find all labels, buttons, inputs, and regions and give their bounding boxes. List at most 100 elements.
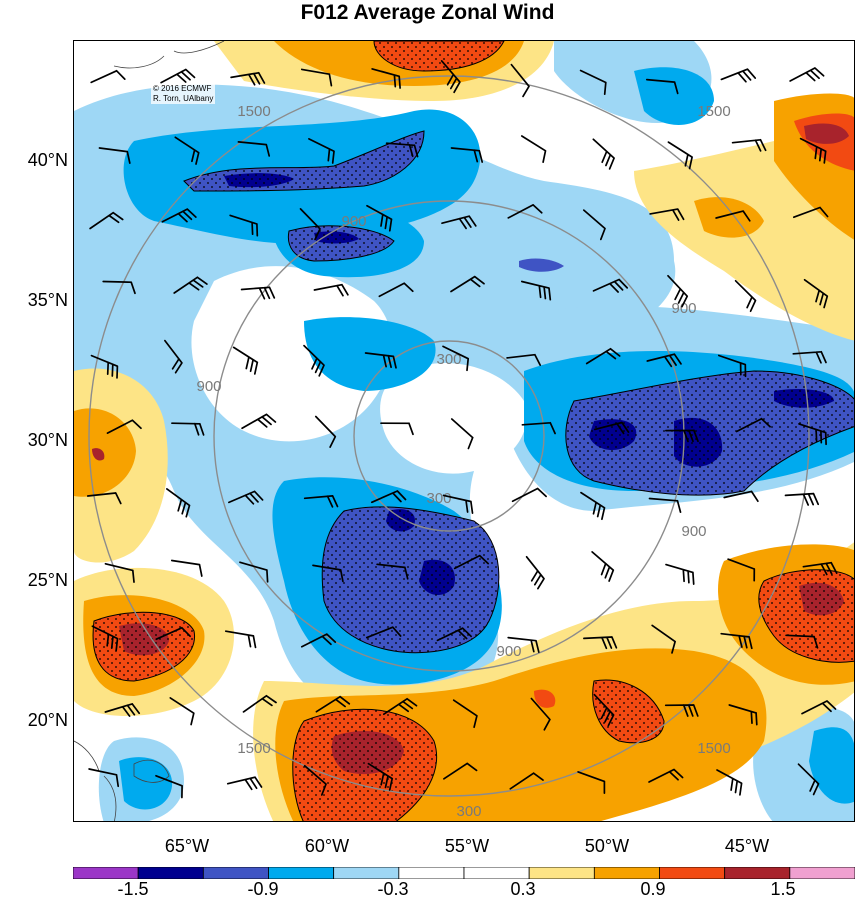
ring-label: 300 [426, 490, 451, 507]
wind-barb [803, 278, 829, 309]
wind-barb [509, 772, 544, 790]
wind-barb [239, 561, 269, 583]
colorbar-swatch [202, 867, 269, 879]
colorbar-swatch [593, 867, 660, 879]
wind-barb [376, 563, 409, 580]
ring-label: 900 [671, 300, 696, 317]
lon-label: 60°W [304, 836, 350, 856]
wind-barb [166, 488, 191, 518]
wind-barb [792, 350, 827, 364]
wind-barb [315, 695, 351, 713]
wind-barb [313, 283, 349, 297]
wind-barb [164, 339, 183, 374]
wind-barb [716, 769, 743, 796]
wind-barb [104, 703, 141, 717]
wind-barb [667, 141, 693, 170]
wind-barb [370, 490, 407, 504]
wind-barb [507, 204, 543, 219]
colorbar-swatch [463, 867, 530, 879]
map-title: F012 Average Zonal Wind [300, 1, 555, 24]
wind-barb [308, 138, 335, 164]
map-panel: 1500 1500 1500 1500 900 900 900 900 900 … [73, 40, 855, 822]
credit-line-1: © 2016 ECMWF [153, 84, 212, 93]
ring-label: 1500 [697, 740, 730, 757]
wind-barb [364, 352, 397, 369]
ring-label: 300 [436, 351, 461, 368]
wind-barb [241, 413, 277, 430]
wind-barb [240, 286, 276, 300]
wind-barb [520, 280, 552, 301]
wind-barb [735, 417, 771, 433]
wind-barb [784, 492, 820, 506]
wind-barb [436, 627, 472, 642]
wind-barb [592, 138, 615, 170]
wind-barb [591, 551, 615, 582]
ring-label: 900 [681, 523, 706, 540]
wind-barb [442, 345, 470, 372]
colorbar-label: -0.9 [247, 879, 279, 899]
ring-labels: 1500 1500 1500 1500 900 900 900 900 900 … [196, 103, 730, 820]
wind-barb [580, 491, 606, 521]
lon-label: 45°W [724, 836, 770, 856]
lon-label: 65°W [164, 836, 210, 856]
wind-barb [530, 697, 551, 731]
wind-barb [664, 704, 699, 717]
colorbar-label: -0.3 [377, 879, 409, 899]
wind-barb [303, 344, 325, 377]
wind-barb [525, 555, 545, 590]
wind-barb [161, 208, 197, 223]
colorbar-swatch [73, 867, 139, 879]
wind-barb [452, 699, 478, 729]
wind-barb [802, 561, 838, 576]
wind-barb [314, 415, 337, 448]
wind-barbs [86, 60, 838, 799]
wind-barb [792, 206, 829, 219]
map-plot: 1500 1500 1500 1500 900 900 900 900 900 … [74, 41, 854, 821]
wind-barb [312, 564, 344, 583]
wind-barb [734, 279, 757, 313]
wind-barb [441, 215, 477, 230]
wind-barb [378, 282, 414, 298]
colorbar-swatch [398, 867, 465, 879]
wind-barb [593, 693, 615, 727]
wind-barb [715, 210, 751, 222]
wind-barb [299, 208, 321, 241]
wind-barb [89, 211, 124, 230]
wind-barb [173, 276, 208, 294]
wind-barb [723, 490, 759, 503]
wind-barb [228, 490, 264, 505]
wind-barb [720, 68, 757, 83]
wind-barb [155, 774, 183, 799]
wind-barb [520, 135, 547, 164]
wind-barb [649, 208, 685, 221]
wind-barb [382, 697, 418, 716]
lat-label: 25°N [27, 570, 68, 590]
wind-barb [789, 67, 825, 82]
wind-barb [582, 209, 606, 241]
wind-barb [300, 633, 337, 648]
wind-barb [511, 487, 547, 503]
wind-barb [521, 421, 556, 435]
wind-barb [237, 141, 271, 157]
wind-barb [365, 626, 402, 639]
colorbar-swatch [268, 867, 335, 879]
wind-barb [90, 354, 119, 379]
wind-barb [720, 632, 753, 650]
ring-label: 900 [196, 378, 221, 395]
colorbar-label: 0.9 [640, 879, 666, 899]
wind-barb [797, 763, 820, 796]
colorbar-label: -1.5 [117, 879, 149, 899]
wind-barb [717, 354, 747, 378]
wind-barb [102, 280, 136, 295]
colorbar [73, 867, 855, 879]
colorbar-swatch [789, 867, 855, 879]
wind-barb [453, 554, 490, 570]
lon-label: 50°W [584, 836, 630, 856]
wind-barb [651, 624, 676, 654]
colorbar-label: 0.3 [510, 879, 536, 899]
wind-barb [583, 636, 618, 650]
wind-barb [510, 63, 530, 98]
wind-barb [174, 136, 200, 165]
wind-barb [450, 275, 485, 293]
wind-barb [385, 142, 419, 158]
